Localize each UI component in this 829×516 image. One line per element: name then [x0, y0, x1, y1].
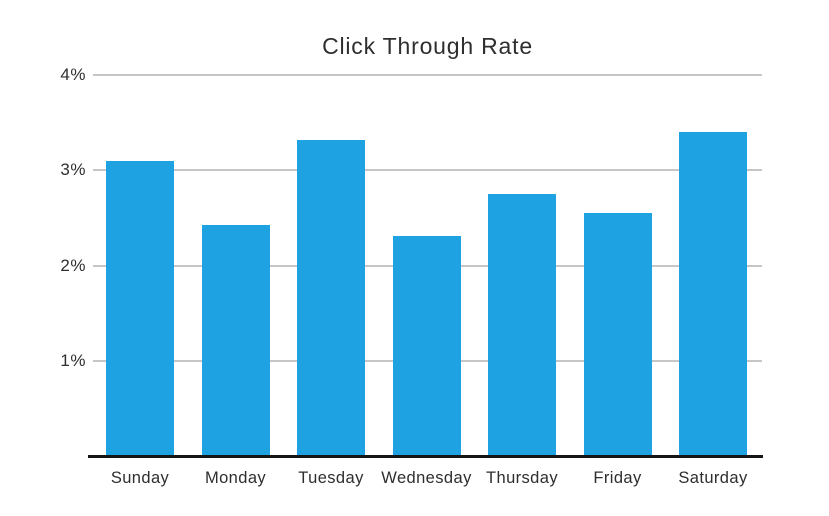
x-label-monday: Monday [204, 469, 267, 487]
y-tick-label-2pct: 2% [60, 255, 86, 275]
y-axis-tick-labels: 1% 2% 3% 4% [0, 65, 86, 456]
bar-monday [201, 224, 270, 456]
x-axis-baseline [88, 455, 763, 458]
bar-sunday [106, 160, 174, 456]
plot-area [93, 74, 762, 456]
chart-title: Click Through Rate [322, 33, 533, 59]
bar-wednesday [392, 235, 461, 456]
x-axis-category-labels: Sunday Monday Tuesday Wednesday Thursday Frid… [93, 469, 762, 499]
x-label-tuesday: Tuesday [298, 469, 364, 487]
bar-friday [583, 213, 652, 456]
x-label-wednesday: Wednesday [381, 469, 472, 487]
x-label-sunday: Sunday [110, 469, 170, 487]
y-tick-label-1pct: 1% [60, 350, 86, 370]
gridline-4pct [93, 74, 762, 76]
x-label-friday: Friday [593, 469, 642, 487]
x-label-thursday: Thursday [486, 469, 558, 487]
y-tick-label-3pct: 3% [60, 160, 86, 180]
x-label-saturday: Saturday [678, 469, 748, 487]
bar-tuesday [297, 139, 365, 456]
bar-saturday [679, 132, 747, 456]
gridline-3pct [93, 169, 762, 172]
bar-thursday [488, 194, 556, 456]
y-tick-label-4pct: 4% [60, 65, 86, 84]
